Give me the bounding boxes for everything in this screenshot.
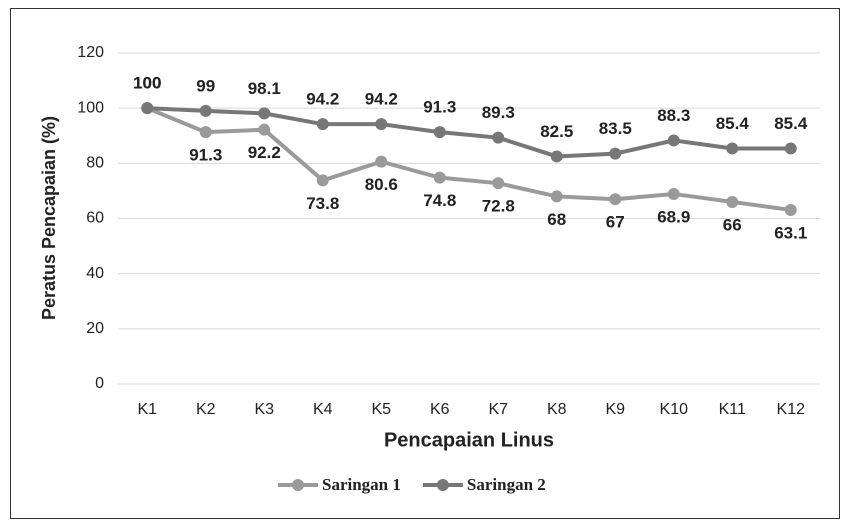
y-tick-label: 60 — [86, 210, 104, 227]
legend-label: Saringan 2 — [467, 475, 546, 494]
data-label: 68 — [547, 210, 566, 229]
point — [316, 174, 329, 187]
point — [433, 171, 446, 184]
data-label: 92.2 — [248, 143, 281, 162]
x-tick-label: K12 — [777, 401, 806, 418]
y-axis-title: Peratus Pencapaian (%) — [39, 116, 59, 320]
point — [375, 155, 388, 168]
data-label: 66 — [723, 215, 742, 234]
point — [726, 142, 739, 155]
data-label: 98.1 — [248, 79, 281, 98]
data-label: 100 — [133, 74, 161, 93]
data-label: 85.4 — [774, 114, 808, 133]
y-tick-label: 20 — [86, 320, 104, 337]
point — [316, 118, 329, 131]
data-label: 85.4 — [716, 114, 750, 133]
x-tick-label: K2 — [196, 401, 216, 418]
data-label: 67 — [606, 213, 625, 232]
point — [550, 190, 563, 203]
x-tick-label: K7 — [488, 401, 508, 418]
point — [726, 195, 739, 208]
x-tick-label: K5 — [371, 401, 391, 418]
point — [258, 123, 271, 136]
point — [375, 118, 388, 131]
data-label: 99 — [196, 76, 215, 95]
point — [258, 107, 271, 120]
data-label: 100 — [133, 74, 161, 93]
point — [667, 134, 680, 147]
data-label: 91.3 — [423, 98, 456, 117]
point — [199, 104, 212, 117]
x-tick-label: K1 — [137, 401, 157, 418]
data-label: 80.6 — [365, 175, 398, 194]
x-tick-label: K9 — [605, 401, 625, 418]
data-label: 82.5 — [540, 122, 573, 141]
data-label: 94.2 — [365, 90, 398, 109]
data-label: 68.9 — [657, 207, 690, 226]
data-label: 73.8 — [306, 194, 339, 213]
y-tick-label: 120 — [77, 44, 104, 61]
point — [667, 187, 680, 200]
legend-marker — [436, 479, 449, 491]
data-label: 72.8 — [482, 197, 515, 216]
point — [433, 126, 446, 139]
point — [141, 102, 154, 115]
x-tick-label: K11 — [719, 401, 746, 418]
data-label: 88.3 — [657, 106, 690, 125]
data-label: 94.2 — [306, 90, 339, 109]
x-tick-label: K3 — [254, 401, 274, 418]
data-label: 83.5 — [599, 119, 632, 138]
x-tick-label: K8 — [547, 401, 567, 418]
point — [492, 177, 505, 190]
series-line — [146, 106, 792, 212]
y-tick-label: 0 — [95, 375, 104, 392]
point — [550, 150, 563, 163]
data-label: 89.3 — [482, 103, 515, 122]
data-label: 74.8 — [423, 191, 456, 210]
x-axis-title: Pencapaian Linus — [384, 429, 554, 451]
y-tick-label: 40 — [86, 265, 104, 282]
point — [609, 193, 622, 206]
y-tick-label: 100 — [77, 99, 104, 116]
x-tick-label: K10 — [660, 401, 689, 418]
data-label: 63.1 — [774, 223, 807, 242]
point — [199, 126, 212, 139]
series-line — [147, 106, 791, 159]
data-label: 91.3 — [189, 146, 222, 165]
legend-marker — [292, 479, 304, 491]
x-tick-label: K6 — [430, 401, 450, 418]
x-tick-label: K4 — [313, 401, 333, 418]
y-tick-label: 80 — [86, 155, 104, 172]
point — [784, 142, 797, 155]
legend-label: Saringan 1 — [322, 475, 401, 494]
frame — [10, 8, 840, 519]
point — [609, 147, 622, 160]
point — [492, 131, 505, 144]
point — [784, 203, 797, 216]
